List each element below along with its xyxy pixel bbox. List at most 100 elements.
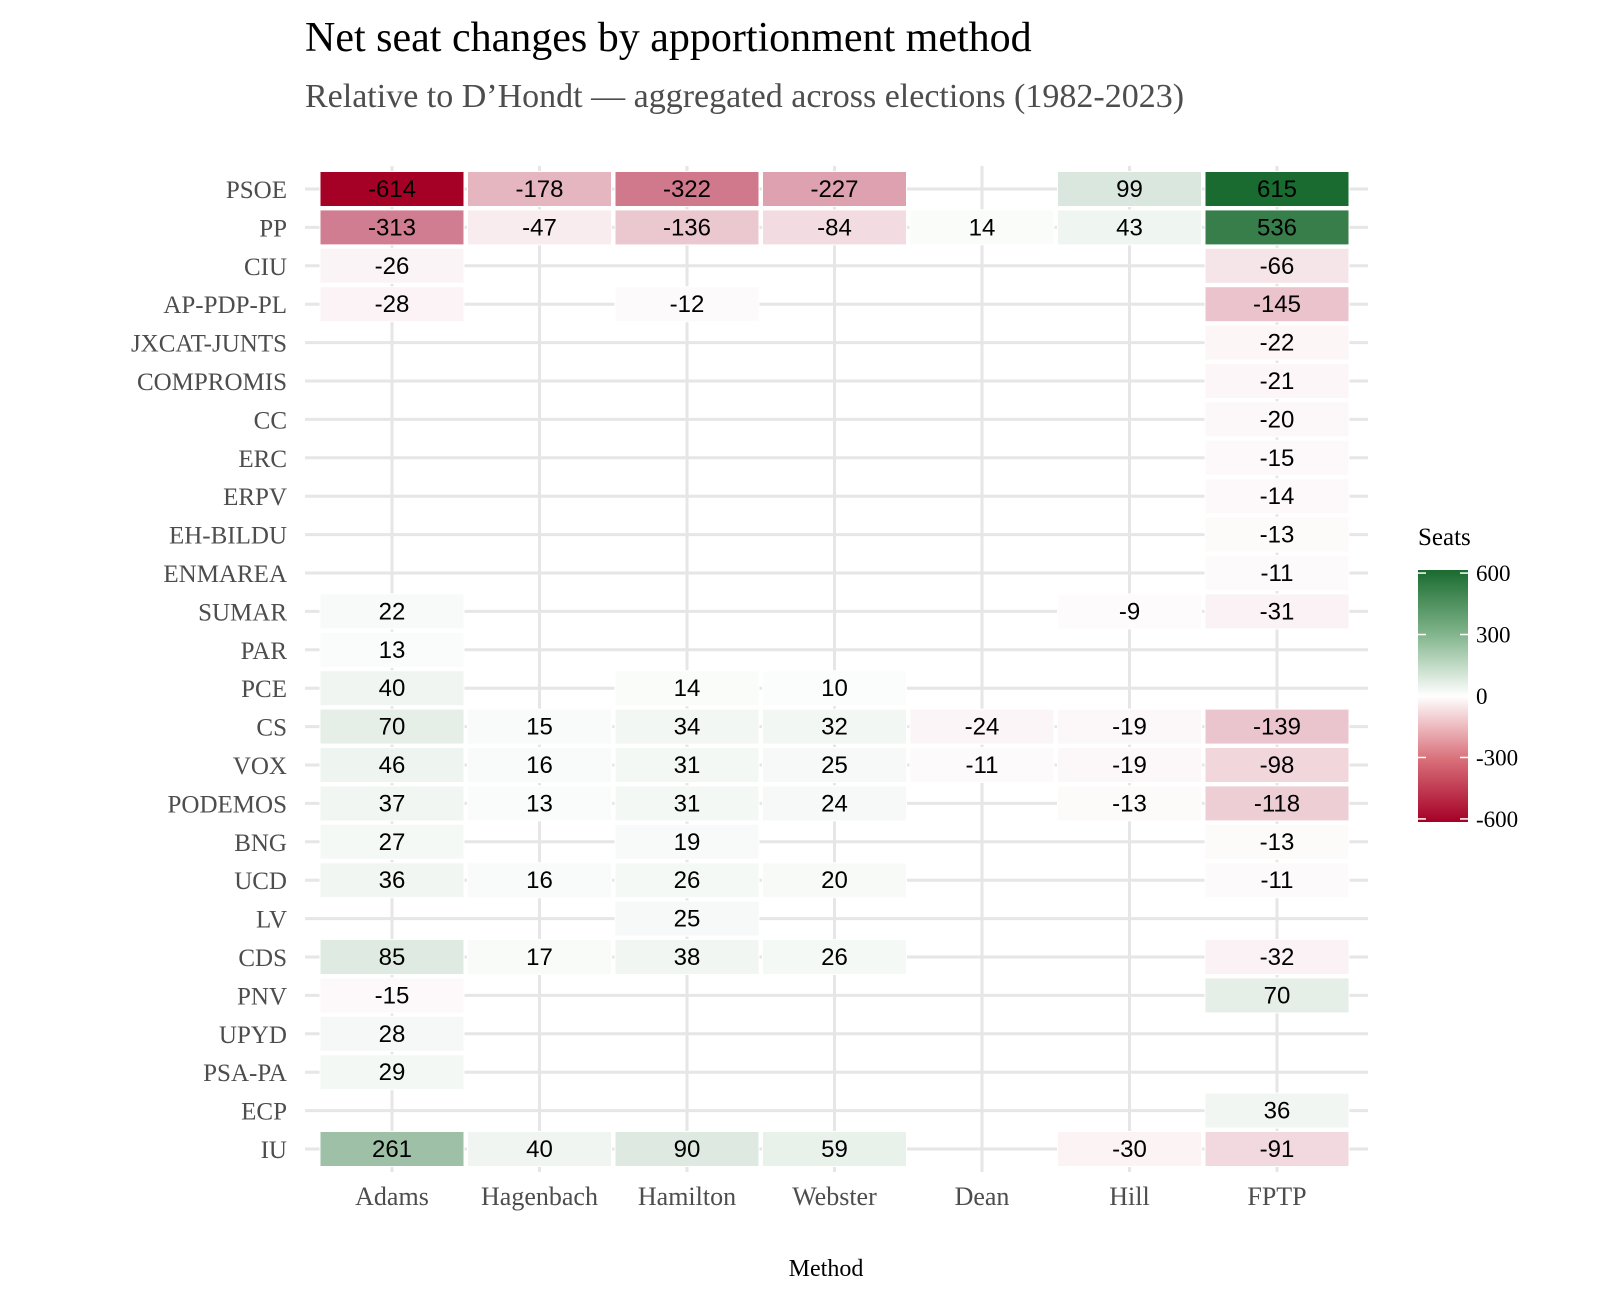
y-tick-label: PODEMOS: [168, 791, 287, 818]
heatmap-cell: [319, 708, 465, 745]
cell-value-label: -66: [1260, 253, 1295, 280]
x-axis-title: Method: [789, 1256, 864, 1282]
legend-ticks: 600 300 0 -300 -600: [1418, 561, 1518, 832]
y-tick-label: COMPROMIS: [137, 369, 287, 396]
heatmap-cell: [1204, 171, 1350, 207]
heatmap-cell: [319, 593, 465, 630]
cell-value-label: -9: [1119, 598, 1140, 625]
y-tick-label: VOX: [233, 753, 287, 780]
heatmap-cell: [762, 670, 907, 707]
cell-value-label: 31: [674, 790, 701, 817]
cell-value-label: 17: [526, 944, 553, 971]
heatmap-cell: [1057, 171, 1202, 207]
heatmap-cell: [1057, 209, 1202, 246]
cell-value-label: 43: [1116, 214, 1143, 241]
cell-value-label: 14: [674, 675, 701, 702]
y-tick-label: ERC: [238, 446, 287, 473]
cell-value-label: -12: [670, 291, 705, 318]
cell-value-label: 25: [674, 906, 701, 933]
y-tick-label: IU: [261, 1137, 287, 1164]
cell-value-label: -98: [1260, 752, 1295, 779]
y-tick-label: PCE: [241, 676, 287, 703]
cell-value-label: -13: [1260, 522, 1295, 549]
heatmap-cell: [319, 977, 465, 1014]
cell-value-label: -20: [1260, 406, 1295, 433]
cell-value-label: -118: [1254, 790, 1300, 817]
chart-title: Net seat changes by apportionment method: [305, 15, 1032, 61]
cell-value-label: 40: [379, 675, 406, 702]
y-tick-label: SUMAR: [198, 599, 287, 626]
cell-value-label: 36: [379, 867, 406, 894]
cell-value-label: 28: [379, 1021, 406, 1048]
heatmap-cell: [762, 862, 907, 899]
chart-subtitle: Relative to D’Hondt — aggregated across …: [305, 78, 1185, 115]
heatmap-cell: [467, 209, 612, 246]
cell-value-label: -313: [368, 214, 416, 241]
heatmap-cell: [909, 708, 1055, 745]
cell-value-label: 36: [1264, 1098, 1291, 1125]
cell-value-label: -32: [1260, 944, 1295, 971]
cell-value-label: -26: [375, 253, 410, 280]
y-tick-label: ECP: [241, 1099, 287, 1126]
y-tick-label: CIU: [244, 254, 287, 281]
cell-value-label: 27: [379, 829, 406, 856]
cell-value-label: -227: [810, 176, 858, 203]
heatmap-cell: [1057, 747, 1202, 783]
heatmap-cell: [762, 171, 907, 207]
heatmap-cell: [762, 785, 907, 822]
cell-value-label: 90: [674, 1136, 701, 1163]
cell-value-label: 22: [379, 598, 406, 625]
heatmap-cell: [467, 708, 612, 745]
cell-value-label: -22: [1260, 330, 1295, 357]
heatmap-cell: [319, 171, 465, 207]
x-tick-label: Adams: [355, 1182, 429, 1211]
cell-value-label: 10: [821, 675, 848, 702]
cell-value-label: -178: [515, 176, 563, 203]
legend-title: Seats: [1418, 524, 1471, 551]
x-axis-labels: Adams Hagenbach Hamilton Webster Dean Hill FPT…: [355, 1182, 1306, 1211]
legend-tick-label: 300: [1476, 623, 1511, 648]
legend-colorbar: [1418, 570, 1468, 822]
heatmap-cell: [467, 747, 612, 783]
cell-value-label: -28: [375, 291, 410, 318]
cell-value-label: -19: [1112, 714, 1147, 741]
cell-value-label: 615: [1257, 176, 1297, 203]
heatmap-cell: [1204, 862, 1350, 899]
y-tick-label: AP-PDP-PL: [163, 292, 287, 319]
cell-value-label: -614: [368, 176, 416, 203]
y-tick-label: PP: [259, 215, 287, 242]
cell-value-label: 13: [379, 637, 406, 664]
heatmap-cell: [1204, 823, 1350, 860]
cell-value-label: -15: [1260, 445, 1295, 472]
heatmap-cell: [614, 708, 760, 745]
heatmap-cell: [319, 1131, 465, 1167]
heatmap-cell: [319, 286, 465, 323]
heatmap-cell: [1204, 708, 1350, 745]
heatmap-cell: [1204, 939, 1350, 975]
cell-value-label: -47: [522, 214, 557, 241]
y-tick-label: PSA-PA: [203, 1060, 287, 1087]
x-tick-label: Dean: [955, 1182, 1010, 1211]
cell-value-label: -30: [1112, 1136, 1147, 1163]
cell-value-label: 40: [526, 1136, 553, 1163]
cell-value-label: 70: [379, 714, 406, 741]
y-tick-label: PAR: [241, 638, 288, 665]
heatmap-cell: [467, 939, 612, 975]
heatmap-cell: [909, 747, 1055, 783]
x-tick-label: FPTP: [1247, 1182, 1306, 1211]
heatmap-cell: [614, 823, 760, 860]
heatmap-cell: [1057, 1131, 1202, 1167]
heatmap-cell: [614, 670, 760, 707]
cell-value-label: -11: [966, 752, 999, 779]
cell-value-label: 37: [379, 790, 406, 817]
cell-value-label: 261: [372, 1136, 412, 1163]
heatmap-cell: [1204, 247, 1350, 284]
y-axis-labels: PSOE PP CIU AP-PDP-PL JXCAT-JUNTS COMPROMIS CC…: [131, 177, 287, 1164]
heatmap-cell: [762, 1131, 907, 1167]
heatmap-cell: [762, 209, 907, 246]
heatmap-cell: [319, 1054, 465, 1091]
y-tick-label: JXCAT-JUNTS: [131, 331, 287, 358]
heatmap-cell: [1057, 708, 1202, 745]
cell-value-label: -13: [1112, 790, 1147, 817]
